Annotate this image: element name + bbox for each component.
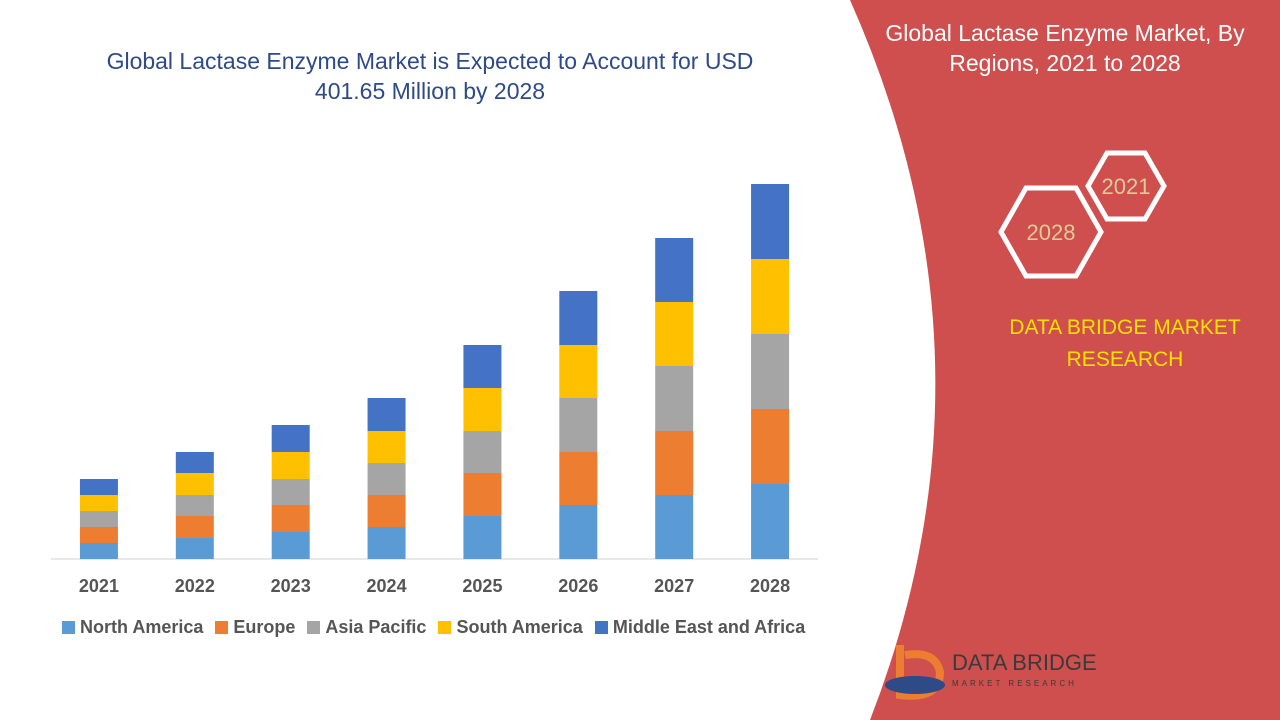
bar-segment	[751, 259, 790, 334]
bar-segment	[367, 527, 406, 559]
x-tick-label: 2028	[750, 576, 790, 596]
bar-segment	[655, 431, 694, 495]
bar-segment	[271, 532, 310, 559]
bar-segment	[463, 473, 502, 516]
legend-item: Middle East and Africa	[594, 617, 806, 638]
bar-segment	[559, 452, 598, 505]
legend-item: Asia Pacific	[307, 617, 426, 638]
legend-label: Asia Pacific	[325, 617, 427, 637]
legend-swatch	[215, 621, 229, 634]
bar-segment	[175, 473, 214, 495]
bar-segment	[175, 495, 214, 516]
bar-segment	[271, 425, 310, 452]
logo-name: DATA BRIDGE	[952, 650, 1097, 675]
bar-segment	[367, 398, 406, 431]
x-tick-label: 2024	[367, 576, 407, 596]
bar-segment	[655, 238, 694, 302]
x-tick-label: 2026	[558, 576, 598, 596]
bar-segment	[751, 409, 790, 484]
hexagon	[998, 185, 1104, 279]
legend-item: Europe	[215, 617, 295, 638]
legend-label: Europe	[233, 617, 296, 637]
legend-swatch	[62, 621, 75, 634]
x-tick-label: 2022	[175, 576, 215, 596]
legend-swatch	[594, 621, 608, 634]
bar-segment	[463, 388, 502, 431]
bar-segment	[463, 431, 502, 473]
legend-item: North America	[62, 617, 203, 638]
legend-label: North America	[80, 617, 204, 637]
x-tick-label: 2025	[462, 576, 502, 596]
bar-segment	[79, 527, 118, 543]
bar-segment	[271, 505, 310, 532]
hex-label: 2028	[1027, 220, 1076, 245]
bar-segment	[271, 452, 310, 479]
bar-segment	[367, 463, 406, 495]
x-tick-label: 2021	[79, 576, 119, 596]
red-panel	[850, 0, 1280, 720]
legend-label: South America	[456, 617, 583, 637]
x-tick-label: 2027	[654, 576, 694, 596]
logo-mark	[885, 676, 945, 694]
legend-swatch	[438, 621, 452, 634]
bar-segment	[367, 431, 406, 463]
bar-segment	[559, 291, 598, 345]
bar-segment	[463, 516, 502, 559]
bar-segment	[655, 366, 694, 431]
bar-segment	[751, 184, 790, 259]
bar-segment	[463, 345, 502, 388]
hexagon	[1085, 150, 1167, 222]
bar-segment	[175, 452, 214, 473]
brand: DATA BRIDGE MARKET RESEARCH	[1009, 316, 1241, 371]
hex-label: 2021	[1102, 174, 1151, 199]
legend-item: South America	[438, 617, 583, 638]
bar-segment	[655, 495, 694, 559]
bar-segment	[655, 302, 694, 366]
bar-segment	[271, 479, 310, 505]
bar-segment	[79, 543, 118, 559]
bar-segment	[559, 345, 598, 398]
panel-title: Global Lactase Enzyme Market, By Regions…	[885, 20, 1245, 76]
chart-title: Global Lactase Enzyme Market is Expected…	[106, 48, 754, 104]
bar-segment	[559, 398, 598, 452]
chart: 2021 2022 2023 2024 2025 2026 2027 2028	[51, 184, 818, 596]
bar-segment	[175, 516, 214, 538]
bar-segment	[79, 511, 118, 527]
bar-segment	[367, 495, 406, 527]
bar-segment	[79, 495, 118, 511]
bar-segment	[751, 334, 790, 409]
bar-segment	[175, 538, 214, 559]
legend: North America Europe Asia Pacific South Ame…	[62, 617, 805, 638]
legend-swatch	[307, 621, 321, 634]
logo-mark	[896, 645, 945, 700]
bar-segment	[559, 505, 598, 559]
bar-segment	[79, 479, 118, 495]
bar-segment	[751, 484, 790, 559]
legend-label: Middle East and Africa	[612, 617, 806, 637]
x-tick-label: 2023	[271, 576, 311, 596]
logo-sub: MARKET RESEARCH	[952, 679, 1077, 688]
